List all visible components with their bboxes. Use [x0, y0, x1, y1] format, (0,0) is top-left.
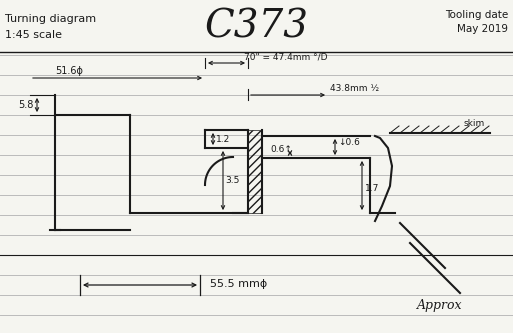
Text: 43.8mm ½: 43.8mm ½ [330, 84, 379, 93]
Text: ↓0.6: ↓0.6 [338, 138, 360, 147]
Text: 3.5: 3.5 [225, 176, 240, 185]
Text: Turning diagram: Turning diagram [5, 14, 96, 24]
Text: 0.6↑: 0.6↑ [270, 145, 292, 154]
Text: C373: C373 [204, 8, 308, 45]
Text: 51.6ϕ: 51.6ϕ [55, 66, 83, 76]
Text: Approx: Approx [417, 298, 463, 311]
Text: 1:45 scale: 1:45 scale [5, 30, 62, 40]
Text: 70" = 47.4mm °/D: 70" = 47.4mm °/D [245, 52, 328, 61]
Text: May 2019: May 2019 [457, 24, 508, 34]
Text: 1.7: 1.7 [365, 184, 380, 193]
Text: 55.5 mmϕ: 55.5 mmϕ [210, 279, 267, 289]
Bar [248, 130, 262, 213]
Text: skim: skim [464, 119, 485, 128]
Text: 1.2: 1.2 [216, 135, 230, 144]
Text: Tooling date: Tooling date [445, 10, 508, 20]
Text: 5.8: 5.8 [18, 100, 34, 110]
